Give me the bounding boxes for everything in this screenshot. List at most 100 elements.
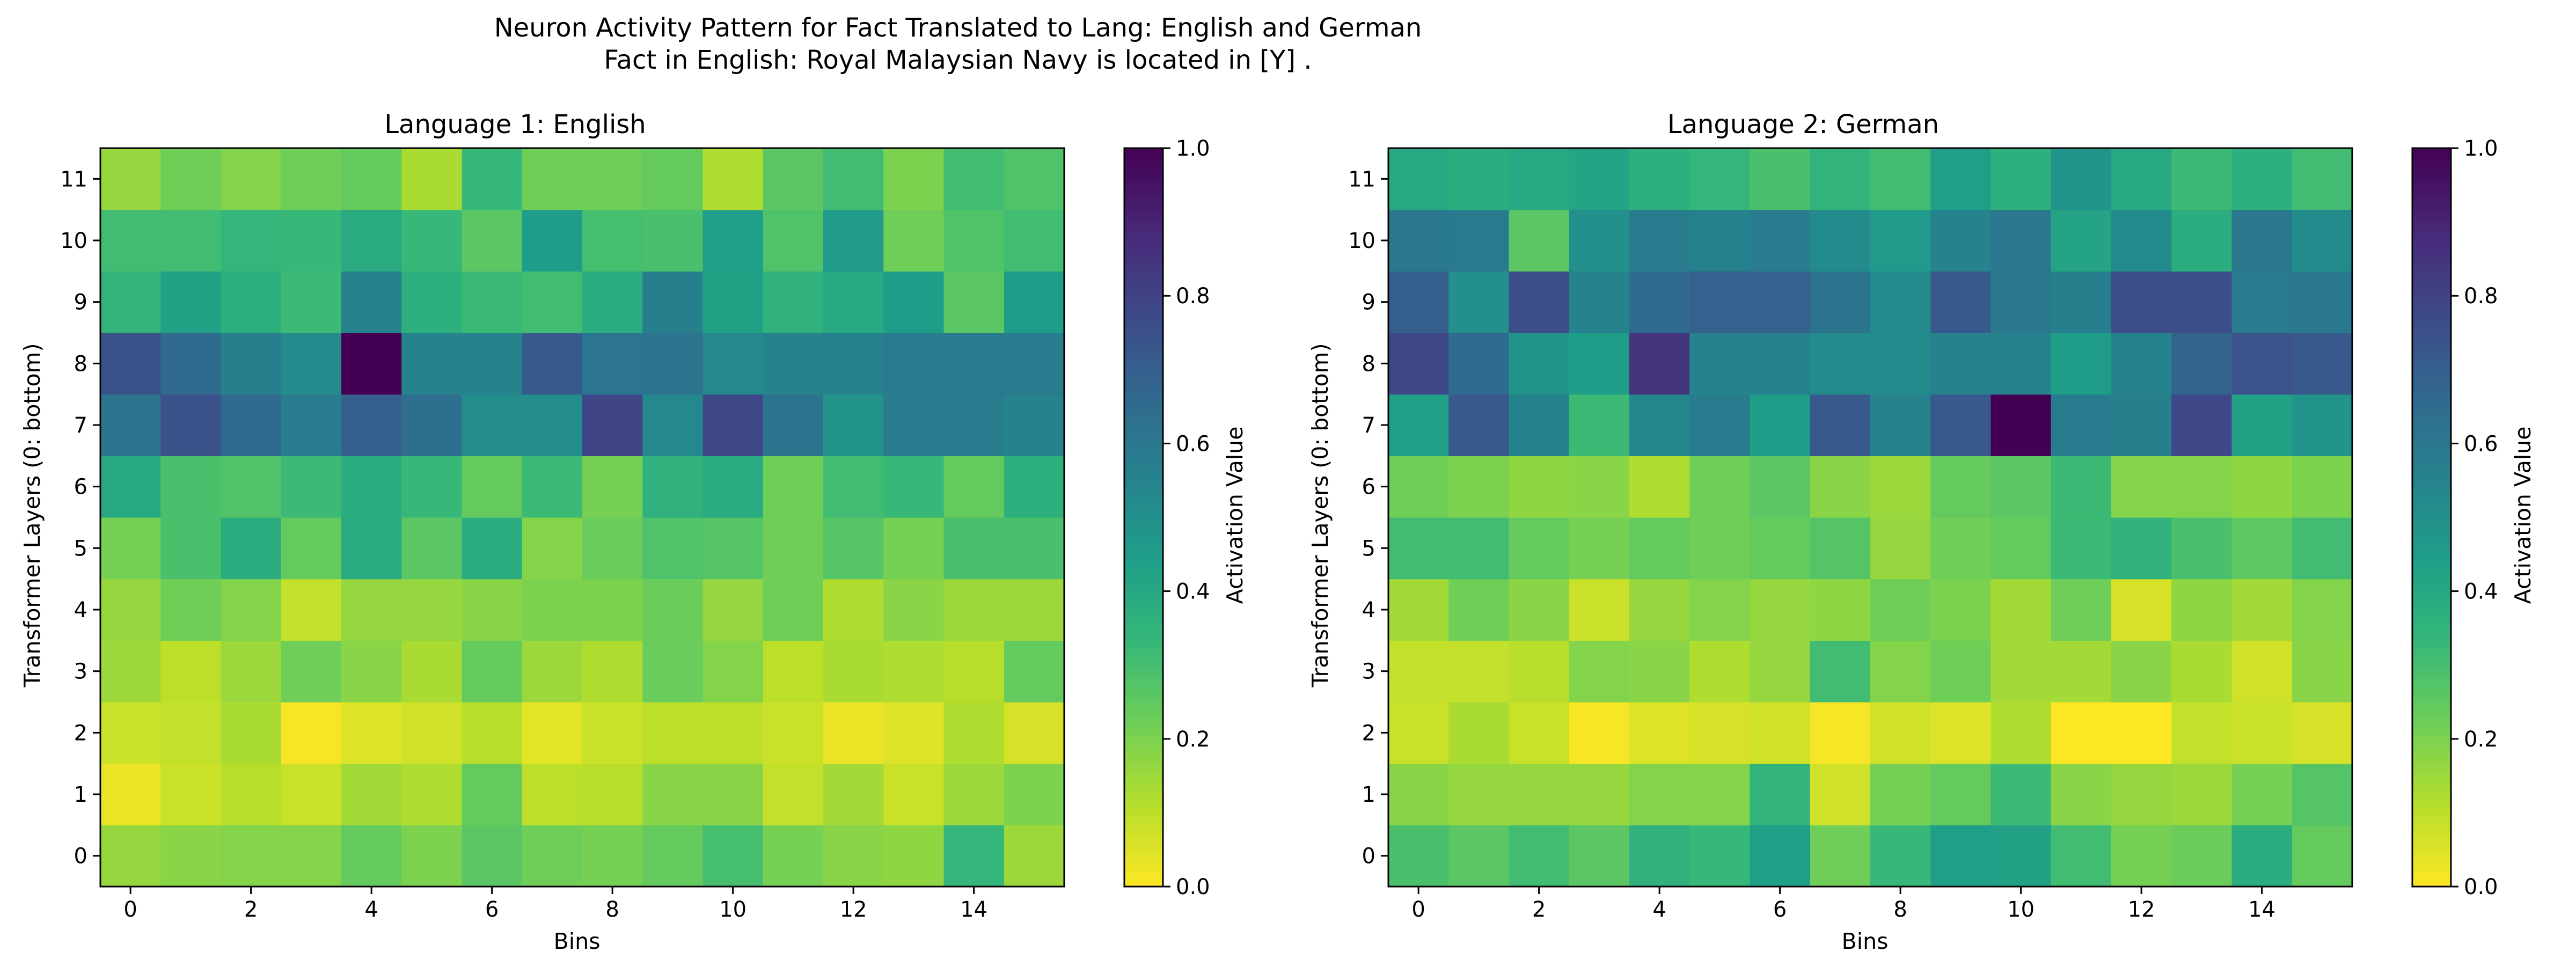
heatmap-cell-l1-b9 bbox=[642, 764, 703, 825]
heatmap-cell-l6-b9 bbox=[642, 456, 703, 517]
heatmap-cell-l3-b13 bbox=[2171, 640, 2232, 702]
heatmap-cell-l5-b5 bbox=[1689, 517, 1750, 579]
heatmap-cell-l4-b7 bbox=[1810, 579, 1871, 641]
colorbar-segment bbox=[1124, 879, 1163, 883]
colorbar-tick-label: 0.2 bbox=[2464, 727, 2498, 752]
colorbar-segment bbox=[2412, 440, 2451, 444]
colorbar-segment bbox=[1124, 842, 1163, 846]
colorbar-segment bbox=[2412, 425, 2451, 429]
colorbar-segment bbox=[2412, 565, 2451, 569]
colorbar-segment bbox=[2412, 355, 2451, 358]
colorbar-segment bbox=[1124, 672, 1163, 676]
heatmap-cell-l3-b3 bbox=[1569, 640, 1630, 702]
heatmap-cell-l9-b1 bbox=[1448, 271, 1509, 333]
colorbar-segment bbox=[1124, 632, 1163, 635]
colorbar-segment bbox=[1124, 270, 1163, 274]
heatmap-cell-l10-b8 bbox=[582, 210, 643, 272]
heatmap-cell-l3-b0 bbox=[1388, 640, 1449, 702]
colorbar-segment bbox=[1124, 462, 1163, 466]
heatmap-cell-l10-b10 bbox=[1991, 210, 2052, 272]
colorbar-segment bbox=[1124, 861, 1163, 865]
colorbar-segment bbox=[1124, 377, 1163, 381]
heatmap-cell-l3-b4 bbox=[341, 640, 402, 702]
colorbar-segment bbox=[2412, 753, 2451, 757]
heatmap-cell-l10-b7 bbox=[1810, 210, 1871, 272]
heatmap-cell-l6-b5 bbox=[401, 456, 462, 517]
colorbar-segment bbox=[1124, 336, 1163, 340]
heatmap-cell-l0-b11 bbox=[2051, 825, 2112, 887]
colorbar-segment bbox=[2412, 709, 2451, 713]
heatmap-cell-l4-b3 bbox=[1569, 579, 1630, 641]
colorbar-segment bbox=[2412, 207, 2451, 211]
heatmap-cell-l6-b6 bbox=[462, 456, 523, 517]
colorbar-segment bbox=[1124, 181, 1163, 185]
heatmap-cell-l6-b4 bbox=[1629, 456, 1690, 517]
heatmap-cell-l3-b4 bbox=[1629, 640, 1690, 702]
colorbar-segment bbox=[2412, 218, 2451, 222]
colorbar-segment bbox=[1124, 366, 1163, 370]
colorbar-segment bbox=[1124, 495, 1163, 499]
heatmap-cell-l3-b7 bbox=[522, 640, 583, 702]
heatmap-cell-l11-b14 bbox=[2232, 148, 2293, 210]
colorbar-segment bbox=[2412, 495, 2451, 499]
colorbar-segment bbox=[2412, 787, 2451, 791]
colorbar-segment bbox=[2412, 694, 2451, 698]
colorbar-segment bbox=[2412, 281, 2451, 285]
heatmap-cell-l5-b4 bbox=[341, 517, 402, 579]
colorbar-segment bbox=[2412, 562, 2451, 566]
heatmap-cell-l9-b15 bbox=[2292, 271, 2353, 333]
heatmap-cell-l5-b8 bbox=[1870, 517, 1931, 579]
heatmap-cell-l11-b7 bbox=[522, 148, 583, 210]
colorbar-segment bbox=[2412, 266, 2451, 270]
x-tick-label: 12 bbox=[840, 897, 867, 922]
colorbar-segment bbox=[2412, 846, 2451, 850]
y-tick-label: 2 bbox=[1362, 721, 1375, 745]
heatmap-cell-l3-b14 bbox=[2232, 640, 2293, 702]
heatmap-cell-l8-b15 bbox=[1004, 333, 1065, 394]
heatmap-cell-l1-b10 bbox=[703, 764, 764, 825]
heatmap-cell-l11-b10 bbox=[1991, 148, 2052, 210]
heatmap-cell-l8-b14 bbox=[2232, 333, 2293, 394]
x-tick-label: 0 bbox=[123, 897, 137, 922]
heatmap-cell-l10-b5 bbox=[1689, 210, 1750, 272]
heatmap-cell-l9-b6 bbox=[462, 271, 523, 333]
colorbar-segment bbox=[2412, 388, 2451, 392]
colorbar-segment bbox=[1124, 244, 1163, 248]
heatmap-cell-l10-b12 bbox=[823, 210, 884, 272]
heatmap-cell-l6-b15 bbox=[1004, 456, 1065, 517]
heatmap-cell-l1-b7 bbox=[522, 764, 583, 825]
colorbar-segment bbox=[1124, 399, 1163, 403]
colorbar-segment bbox=[1124, 240, 1163, 244]
colorbar-tick-label: 0.0 bbox=[2464, 875, 2498, 899]
heatmap-cell-l1-b3 bbox=[1569, 764, 1630, 825]
colorbar-segment bbox=[2412, 835, 2451, 839]
colorbar-segment bbox=[1124, 262, 1163, 266]
heatmap-cell-l5-b3 bbox=[1569, 517, 1630, 579]
heatmap-cell-l0-b13 bbox=[883, 825, 944, 887]
colorbar-segment bbox=[2412, 794, 2451, 798]
colorbar-segment bbox=[2412, 831, 2451, 835]
heatmap-cells bbox=[100, 148, 1065, 887]
heatmap-cell-l1-b7 bbox=[1810, 764, 1871, 825]
colorbar-segment bbox=[2412, 240, 2451, 244]
colorbar-segment bbox=[1124, 628, 1163, 632]
colorbar-segment bbox=[2412, 159, 2451, 163]
heatmap-cell-l7-b11 bbox=[2051, 394, 2112, 456]
heatmap-cell-l4-b14 bbox=[2232, 579, 2293, 641]
heatmap-cell-l9-b4 bbox=[341, 271, 402, 333]
colorbar-segment bbox=[1124, 595, 1163, 598]
colorbar-segment bbox=[2412, 842, 2451, 846]
colorbar-segment bbox=[2412, 580, 2451, 584]
heatmap-cell-l3-b12 bbox=[2111, 640, 2172, 702]
colorbar-segment bbox=[2412, 189, 2451, 193]
colorbar-segment bbox=[2412, 237, 2451, 240]
colorbar-segment bbox=[1124, 281, 1163, 285]
heatmap-cell-l4-b14 bbox=[944, 579, 1005, 641]
heatmap-cell-l0-b3 bbox=[281, 825, 342, 887]
colorbar-segment bbox=[2412, 857, 2451, 861]
heatmap-cell-l3-b5 bbox=[401, 640, 462, 702]
colorbar-segment bbox=[1124, 857, 1163, 861]
heatmap-cell-l11-b15 bbox=[2292, 148, 2353, 210]
colorbar-segment bbox=[1124, 580, 1163, 584]
colorbar-segment bbox=[1124, 292, 1163, 296]
